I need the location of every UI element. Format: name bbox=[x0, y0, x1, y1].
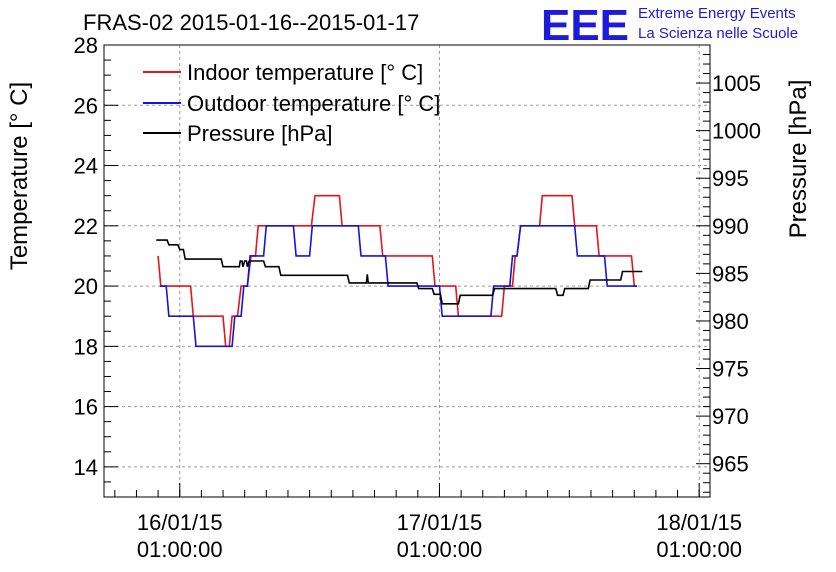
x-tick-label-time: 01:00:00 bbox=[137, 537, 223, 562]
legend: Indoor temperature [° C] Outdoor tempera… bbox=[143, 60, 440, 146]
legend-label-indoor: Indoor temperature [° C] bbox=[187, 60, 423, 85]
y-axis-label: Temperature [° C] bbox=[6, 82, 33, 270]
series-line-indoor bbox=[157, 194, 637, 348]
x-tick-label-date: 17/01/15 bbox=[397, 510, 483, 535]
tick-labels: 14 16 18 20 22 24 26 28 965 970 975 980 985 990 995 100… bbox=[74, 33, 761, 562]
y2-tick-label: 975 bbox=[712, 357, 749, 382]
y2-tick-label: 1005 bbox=[712, 71, 761, 96]
legend-label-pressure: Pressure [hPa] bbox=[187, 121, 333, 146]
x-tick-label-time: 01:00:00 bbox=[656, 537, 742, 562]
logo-line-1: Extreme Energy Events bbox=[638, 5, 796, 22]
y-tick-label: 14 bbox=[74, 455, 98, 480]
y-tick-label: 16 bbox=[74, 395, 98, 420]
series-lines bbox=[156, 194, 643, 348]
eee-logo: EEE Extreme Energy Events La Scienza nel… bbox=[541, 1, 798, 50]
y-tick-label: 22 bbox=[74, 214, 98, 239]
y2-tick-label: 995 bbox=[712, 166, 749, 191]
axis-ticks bbox=[104, 44, 710, 498]
y2-tick-label: 980 bbox=[712, 309, 749, 334]
logo-line-2: La Scienza nelle Scuole bbox=[638, 25, 798, 42]
legend-label-outdoor: Outdoor temperature [° C] bbox=[187, 91, 440, 116]
y2-tick-label: 985 bbox=[712, 261, 749, 286]
x-tick-label-date: 16/01/15 bbox=[137, 510, 223, 535]
chart-title: FRAS-02 2015-01-16--2015-01-17 bbox=[83, 10, 419, 35]
x-tick-label-date: 18/01/15 bbox=[656, 510, 742, 535]
y2-tick-label: 965 bbox=[712, 452, 749, 477]
series-line-pressure bbox=[156, 239, 643, 305]
series-line-outdoor bbox=[159, 225, 637, 348]
y-tick-label: 24 bbox=[74, 154, 98, 179]
y-tick-label: 28 bbox=[74, 33, 98, 58]
y-tick-label: 18 bbox=[74, 334, 98, 359]
y2-tick-label: 990 bbox=[712, 214, 749, 239]
logo-mark: EEE bbox=[541, 1, 629, 50]
y2-tick-label: 1000 bbox=[712, 119, 761, 144]
y2-axis-label: Pressure [hPa] bbox=[785, 80, 812, 239]
y-tick-label: 26 bbox=[74, 93, 98, 118]
y-tick-label: 20 bbox=[74, 274, 98, 299]
y2-tick-label: 970 bbox=[712, 404, 749, 429]
x-tick-label-time: 01:00:00 bbox=[397, 537, 483, 562]
